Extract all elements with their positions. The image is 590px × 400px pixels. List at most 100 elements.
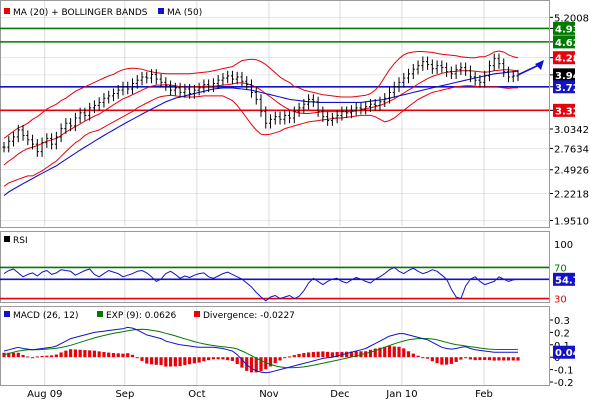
price-bar	[183, 83, 187, 98]
macd-divergence-bar	[7, 352, 11, 358]
price-bar	[326, 111, 330, 126]
macd-divergence-bar	[392, 346, 396, 358]
macd-divergence-bar	[49, 355, 54, 358]
macd-divergence-bar	[226, 357, 230, 361]
ma20-legend-swatch	[4, 8, 10, 14]
macd-divergence-bar	[506, 357, 511, 361]
price-bar	[211, 78, 215, 93]
price-bar	[502, 58, 506, 77]
price-bar	[478, 75, 482, 88]
price-tick-label: 2.7634	[554, 144, 589, 155]
macd-divergence-bar	[335, 351, 339, 358]
macd-divergence-bar	[88, 350, 92, 358]
macd-divergence-bar	[502, 357, 506, 361]
price-bar	[73, 112, 77, 132]
rsi-panel: 100 70 30 54.72 RSI	[0, 231, 587, 306]
price-level-badge: 3.94	[553, 68, 580, 82]
price-bar	[7, 136, 11, 153]
macd-divergence-bar	[126, 353, 130, 358]
ma50-legend-label: MA (50)	[167, 8, 202, 18]
ma20-legend-label: MA (20) + BOLLINGER BANDS	[13, 8, 148, 18]
price-bar	[292, 106, 296, 124]
price-bar	[335, 110, 339, 124]
macd-divergence-bar	[268, 357, 273, 367]
price-level-badge: 4.28	[553, 51, 580, 65]
macd-divergence-bar	[326, 351, 330, 358]
macd-divergence-bar	[411, 353, 415, 358]
macd-divergence-bar	[354, 351, 358, 358]
price-bar	[240, 71, 244, 87]
macd-divergence-bar	[164, 357, 168, 367]
macd-divergence-bar	[511, 357, 515, 361]
price-bar	[78, 107, 82, 124]
macd-divergence-bar	[188, 357, 192, 365]
divergence-legend-swatch	[194, 311, 200, 317]
rsi-line	[3, 266, 519, 302]
price-bar	[235, 71, 239, 85]
price-bar	[226, 70, 230, 84]
macd-divergence-bar	[497, 357, 501, 361]
rsi-current-badge-bg	[553, 272, 575, 286]
price-bar	[135, 75, 139, 89]
macd-divergence-bar	[149, 357, 154, 365]
rsi-marks	[0, 266, 549, 302]
price-bar	[259, 94, 263, 117]
macd-divergence-bar	[2, 352, 6, 358]
macd-divergence-bar	[59, 352, 63, 358]
macd-divergence-bar	[478, 357, 482, 361]
macd-divergence-bar	[45, 355, 49, 358]
rsi-tick-label: 70	[554, 263, 567, 274]
ma50-line	[3, 70, 519, 197]
macd-divergence-bar	[459, 357, 463, 360]
macd-divergence-bar	[83, 350, 87, 358]
price-bar	[511, 70, 515, 83]
price-bar	[45, 133, 49, 148]
price-bar	[197, 82, 201, 96]
macd-divergence-bar	[116, 353, 120, 358]
macd-divergence-bar	[378, 347, 382, 358]
price-tick-label: 1.9510	[554, 217, 589, 228]
macd-divergence-bar	[168, 357, 173, 367]
macd-divergence-bar	[11, 352, 16, 358]
price-level-badge-text: 3.94	[555, 71, 580, 82]
macd-divergence-bar	[259, 357, 263, 372]
macd-divergence-bar	[221, 357, 225, 360]
price-panel-frame	[0, 0, 550, 228]
price-bar	[330, 112, 334, 126]
macd-divergence-bar	[383, 346, 387, 358]
macd-divergence-bar	[454, 357, 458, 362]
price-level-badge: 4.93	[553, 21, 580, 35]
macd-divergence-bar	[406, 351, 411, 358]
macd-divergence-bar	[69, 349, 73, 358]
price-bar	[202, 79, 206, 94]
price-bar	[464, 62, 468, 76]
price-bar	[21, 124, 25, 141]
macd-divergence-bar	[440, 357, 444, 365]
price-level-badge-bg	[553, 51, 575, 65]
macd-divergence-bar	[35, 356, 39, 358]
price-bar	[50, 133, 54, 150]
macd-divergence-bar	[273, 357, 277, 364]
price-bar	[92, 100, 96, 114]
price-bar	[249, 79, 253, 98]
macd-tick-label: 0.3	[554, 316, 570, 327]
price-bar	[288, 110, 292, 124]
macd-current-badge: 0.04	[553, 345, 580, 359]
exp-legend-label: EXP (9): 0.0626	[106, 311, 177, 321]
price-bar	[283, 110, 287, 125]
price-bar	[340, 106, 344, 121]
price-bar	[359, 102, 363, 115]
macd-divergence-bar	[173, 357, 177, 367]
macd-divergence-bar	[40, 356, 44, 358]
x-axis-label: Feb	[475, 389, 493, 400]
price-bar	[245, 76, 249, 90]
macd-divergence-bar	[492, 357, 496, 361]
price-level-badge-bg	[553, 21, 575, 35]
price-bar	[59, 123, 63, 143]
price-level-badge-text: 3.72	[555, 83, 580, 94]
macd-divergence-bar	[368, 349, 373, 358]
macd-divergence-bar	[516, 357, 520, 361]
x-axis-label: Aug 09	[27, 389, 62, 400]
price-bar	[421, 56, 425, 71]
